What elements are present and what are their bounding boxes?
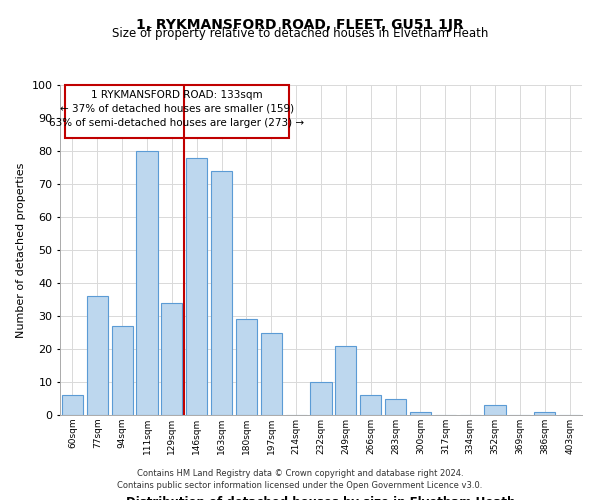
Bar [161, 303, 182, 415]
Bar [112, 326, 133, 415]
Text: ← 37% of detached houses are smaller (159): ← 37% of detached houses are smaller (15… [60, 103, 294, 113]
Text: 1, RYKMANSFORD ROAD, FLEET, GU51 1JR: 1, RYKMANSFORD ROAD, FLEET, GU51 1JR [136, 18, 464, 32]
Bar [136, 151, 158, 415]
Bar [310, 382, 332, 415]
X-axis label: Distribution of detached houses by size in Elvetham Heath: Distribution of detached houses by size … [127, 496, 515, 500]
Y-axis label: Number of detached properties: Number of detached properties [16, 162, 26, 338]
Bar [385, 398, 406, 415]
Bar [87, 296, 108, 415]
FancyBboxPatch shape [65, 85, 289, 138]
Text: 1 RYKMANSFORD ROAD: 133sqm: 1 RYKMANSFORD ROAD: 133sqm [91, 90, 263, 100]
Text: Contains public sector information licensed under the Open Government Licence v3: Contains public sector information licen… [118, 481, 482, 490]
Text: Contains HM Land Registry data © Crown copyright and database right 2024.: Contains HM Land Registry data © Crown c… [137, 468, 463, 477]
Text: 63% of semi-detached houses are larger (273) →: 63% of semi-detached houses are larger (… [49, 118, 304, 128]
Bar [410, 412, 431, 415]
Bar [335, 346, 356, 415]
Bar [62, 395, 83, 415]
Bar [484, 405, 506, 415]
Text: Size of property relative to detached houses in Elvetham Heath: Size of property relative to detached ho… [112, 28, 488, 40]
Bar [186, 158, 207, 415]
Bar [261, 332, 282, 415]
Bar [534, 412, 555, 415]
Bar [236, 320, 257, 415]
Bar [211, 171, 232, 415]
Bar [360, 395, 381, 415]
